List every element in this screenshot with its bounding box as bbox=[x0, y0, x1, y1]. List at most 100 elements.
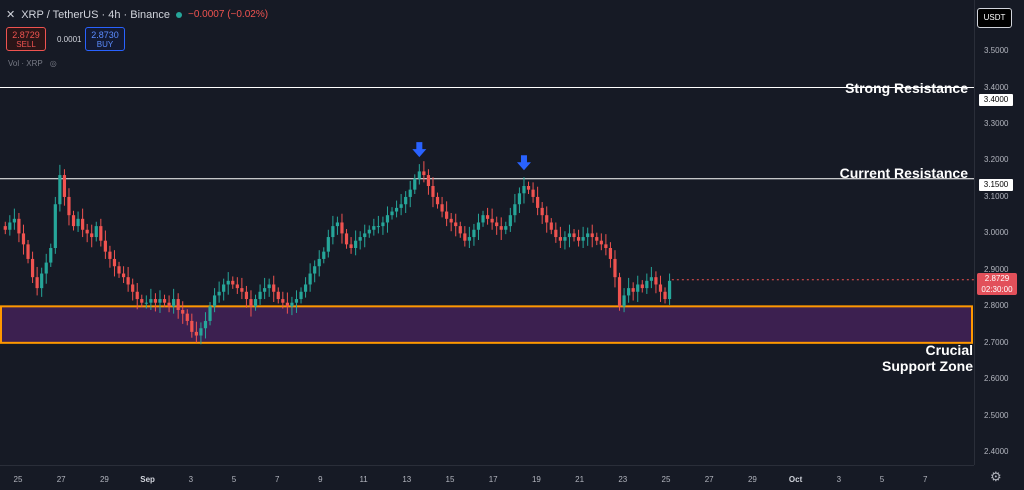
candle-body bbox=[485, 215, 490, 219]
candle-body bbox=[331, 226, 335, 238]
candle-body bbox=[399, 204, 403, 208]
buy-button[interactable]: 2.8730 BUY bbox=[85, 27, 125, 51]
candle-body bbox=[140, 299, 144, 303]
candle-body bbox=[576, 237, 581, 241]
time-tick-label: 7 bbox=[274, 475, 280, 484]
buy-price: 2.8730 bbox=[91, 30, 119, 40]
candle-body bbox=[49, 248, 53, 263]
candle-body bbox=[645, 280, 649, 289]
time-tick-label: 3 bbox=[836, 475, 842, 484]
candle-body bbox=[30, 258, 35, 278]
price-tick-label: 2.5000 bbox=[984, 410, 1009, 420]
candle-body bbox=[367, 229, 371, 234]
candle-body bbox=[231, 280, 235, 285]
candle-body bbox=[21, 233, 26, 245]
candle-body bbox=[481, 215, 485, 223]
candle-body bbox=[344, 233, 349, 245]
candle-body bbox=[162, 299, 167, 303]
candle-body bbox=[8, 222, 12, 230]
xrp-logo-icon: ✕ bbox=[6, 9, 16, 21]
candle-body bbox=[604, 244, 608, 248]
price-change: −0.0007 (−0.02%) bbox=[188, 9, 269, 20]
time-tick-label: 27 bbox=[56, 475, 66, 484]
candle-body bbox=[640, 284, 644, 289]
price-tick-label: 2.7000 bbox=[984, 337, 1009, 347]
sell-button[interactable]: 2.8729 SELL bbox=[6, 27, 46, 51]
candle-body bbox=[267, 284, 271, 289]
candlestick-chart[interactable] bbox=[0, 0, 974, 465]
candle-body bbox=[208, 306, 212, 321]
candle-body bbox=[627, 288, 631, 296]
candle-body bbox=[463, 233, 467, 241]
candle-body bbox=[540, 207, 544, 216]
currency-button[interactable]: USDT bbox=[977, 8, 1012, 28]
candle-body bbox=[203, 320, 208, 329]
candle-body bbox=[335, 222, 340, 227]
eye-icon[interactable]: ◎ bbox=[49, 59, 57, 68]
candle-body bbox=[3, 226, 7, 230]
candle-body bbox=[44, 262, 48, 274]
candle-body bbox=[117, 266, 121, 274]
candle-body bbox=[454, 222, 458, 227]
current-price-tag: 2.8729 02:30:00 bbox=[977, 273, 1017, 295]
candle-body bbox=[490, 218, 494, 223]
time-tick-label: 29 bbox=[99, 475, 109, 484]
candle-body bbox=[658, 284, 663, 292]
candle-body bbox=[586, 233, 590, 238]
candle-body bbox=[649, 277, 653, 281]
candle-body bbox=[631, 288, 635, 292]
price-tick-label: 3.3000 bbox=[984, 119, 1009, 128]
time-tick-label: 15 bbox=[445, 475, 455, 484]
gear-icon[interactable]: ⚙ bbox=[990, 469, 1002, 484]
candle-body bbox=[622, 295, 626, 307]
strong-resistance-price-tag: 3.4000 bbox=[979, 94, 1013, 106]
candle-body bbox=[308, 273, 312, 285]
candle-body bbox=[99, 226, 103, 241]
price-tick-label: 2.4000 bbox=[984, 447, 1009, 457]
price-tick-label: 3.1000 bbox=[984, 191, 1009, 201]
candle-body bbox=[413, 178, 417, 190]
spread-value: 0.0001 bbox=[57, 35, 82, 44]
candle-body bbox=[76, 218, 80, 227]
chart-area[interactable] bbox=[0, 0, 974, 465]
candle-body bbox=[667, 280, 672, 300]
price-axis[interactable]: 3.60003.50003.40003.30003.20003.10003.00… bbox=[974, 0, 1024, 465]
time-tick-label: 17 bbox=[488, 475, 498, 484]
candle-body bbox=[372, 226, 376, 230]
candle-body bbox=[276, 291, 280, 300]
candle-body bbox=[404, 196, 408, 205]
candle-body bbox=[81, 218, 85, 230]
candle-body bbox=[263, 288, 267, 292]
candle-body bbox=[608, 248, 613, 259]
candle-body bbox=[40, 273, 44, 289]
candle-body bbox=[545, 215, 549, 223]
volume-indicator-label[interactable]: Vol · XRP ◎ bbox=[8, 59, 57, 68]
candle-body bbox=[317, 258, 321, 267]
time-tick-label: 25 bbox=[13, 475, 23, 484]
candle-body bbox=[458, 226, 462, 234]
candle-body bbox=[394, 207, 399, 212]
candle-body bbox=[636, 284, 640, 292]
candle-body bbox=[240, 288, 244, 292]
candle-body bbox=[299, 291, 303, 300]
current-resistance-label: Current Resistance bbox=[839, 165, 968, 181]
candle-body bbox=[294, 299, 299, 303]
down-arrow-icon bbox=[516, 155, 531, 171]
candle-body bbox=[613, 258, 617, 278]
candle-body bbox=[181, 310, 185, 314]
candle-body bbox=[467, 237, 471, 241]
time-tick-label: 27 bbox=[704, 475, 714, 484]
candle-body bbox=[536, 196, 540, 208]
candle-body bbox=[385, 215, 390, 223]
candle-body bbox=[244, 291, 249, 300]
candle-body bbox=[235, 284, 239, 289]
candle-body bbox=[340, 222, 344, 234]
candle-body bbox=[90, 233, 94, 238]
candle-body bbox=[422, 171, 426, 176]
candle-body bbox=[249, 299, 253, 307]
candle-body bbox=[272, 284, 276, 292]
candle-body bbox=[322, 251, 326, 259]
symbol-header: ✕ XRP / TetherUS · 4h · Binance −0.0007 … bbox=[6, 8, 269, 22]
symbol-title[interactable]: XRP / TetherUS · 4h · Binance bbox=[21, 8, 170, 21]
time-axis[interactable]: 25 27 29 Sep 3 5 7 9 11 13 15 17 19 21 23 25 27 29 Oct 3 5 7 bbox=[0, 465, 974, 490]
